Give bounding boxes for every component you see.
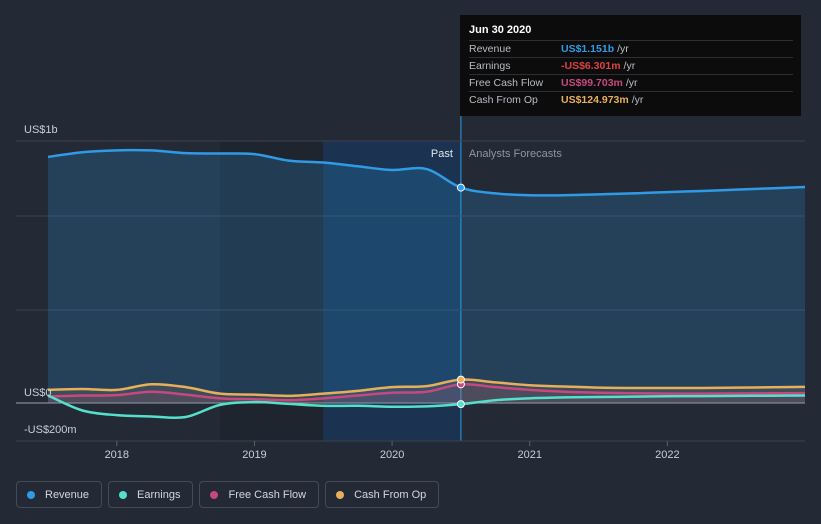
tooltip-row-earnings: Earnings -US$6.301m /yr: [469, 57, 793, 74]
forecast-label: Analysts Forecasts: [469, 148, 562, 160]
data-point-revenue: [456, 183, 465, 192]
legend-dot-icon: [27, 490, 35, 499]
legend-label: Cash From Op: [354, 488, 427, 501]
legend-item-free-cash-flow[interactable]: Free Cash Flow: [199, 481, 320, 508]
x-tick-label: 2018: [105, 449, 129, 461]
tooltip-value: US$1.151b: [561, 43, 615, 55]
series-line-cash-from-op: [47, 378, 806, 398]
tooltip-value: US$124.973m: [561, 94, 629, 106]
data-point-earnings: [456, 400, 465, 409]
tooltip-unit: /yr: [625, 77, 638, 89]
legend-dot-icon: [336, 490, 345, 499]
tooltip-value: -US$6.301m: [561, 60, 621, 72]
y-label-top: US$1b: [24, 124, 58, 136]
legend-label: Earnings: [137, 488, 181, 501]
series-line-free-cash-flow: [47, 382, 806, 402]
y-label-bottom: -US$200m: [24, 424, 77, 436]
tooltip-row-cfo: Cash From Op US$124.973m /yr: [469, 91, 793, 108]
tooltip-unit: /yr: [631, 94, 644, 106]
series-line-revenue: [47, 148, 806, 197]
legend-item-earnings[interactable]: Earnings: [108, 481, 194, 508]
legend-dot-icon: [119, 490, 128, 499]
legend: Revenue Earnings Free Cash Flow Cash Fro…: [16, 481, 440, 509]
legend-dot-icon: [210, 490, 219, 499]
tooltip-date: Jun 30 2020: [469, 24, 532, 36]
y-label-zero: US$0: [24, 387, 52, 399]
tooltip: Jun 30 2020 Revenue US$1.151b /yr Earnin…: [460, 15, 801, 116]
revenue-area: [48, 150, 805, 403]
tooltip-unit: /yr: [617, 43, 629, 55]
x-tick-label: 2022: [655, 449, 679, 461]
tooltip-row-fcf: Free Cash Flow US$99.703m /yr: [469, 74, 793, 91]
legend-item-revenue[interactable]: Revenue: [16, 481, 103, 508]
legend-label: Free Cash Flow: [228, 488, 307, 501]
past-shade: [220, 141, 324, 441]
series-area: [48, 384, 805, 403]
tooltip-label: Earnings: [469, 60, 511, 72]
tooltip-unit: /yr: [623, 60, 636, 72]
legend-item-cash-from-op[interactable]: Cash From Op: [325, 481, 440, 508]
past-label: Past: [431, 148, 453, 160]
tooltip-value: US$99.703m: [561, 77, 623, 89]
x-tick-label: 2021: [517, 449, 541, 461]
tooltip-row-revenue: Revenue US$1.151b /yr: [469, 40, 793, 57]
data-point-cash-from-op: [456, 375, 465, 384]
tooltip-label: Revenue: [469, 43, 512, 55]
tooltip-label: Free Cash Flow: [469, 77, 544, 89]
series-line-earnings: [47, 394, 806, 420]
x-tick-label: 2019: [242, 449, 266, 461]
tooltip-label: Cash From Op: [469, 94, 538, 106]
legend-label: Revenue: [45, 488, 90, 501]
x-tick-label: 2020: [380, 449, 404, 461]
